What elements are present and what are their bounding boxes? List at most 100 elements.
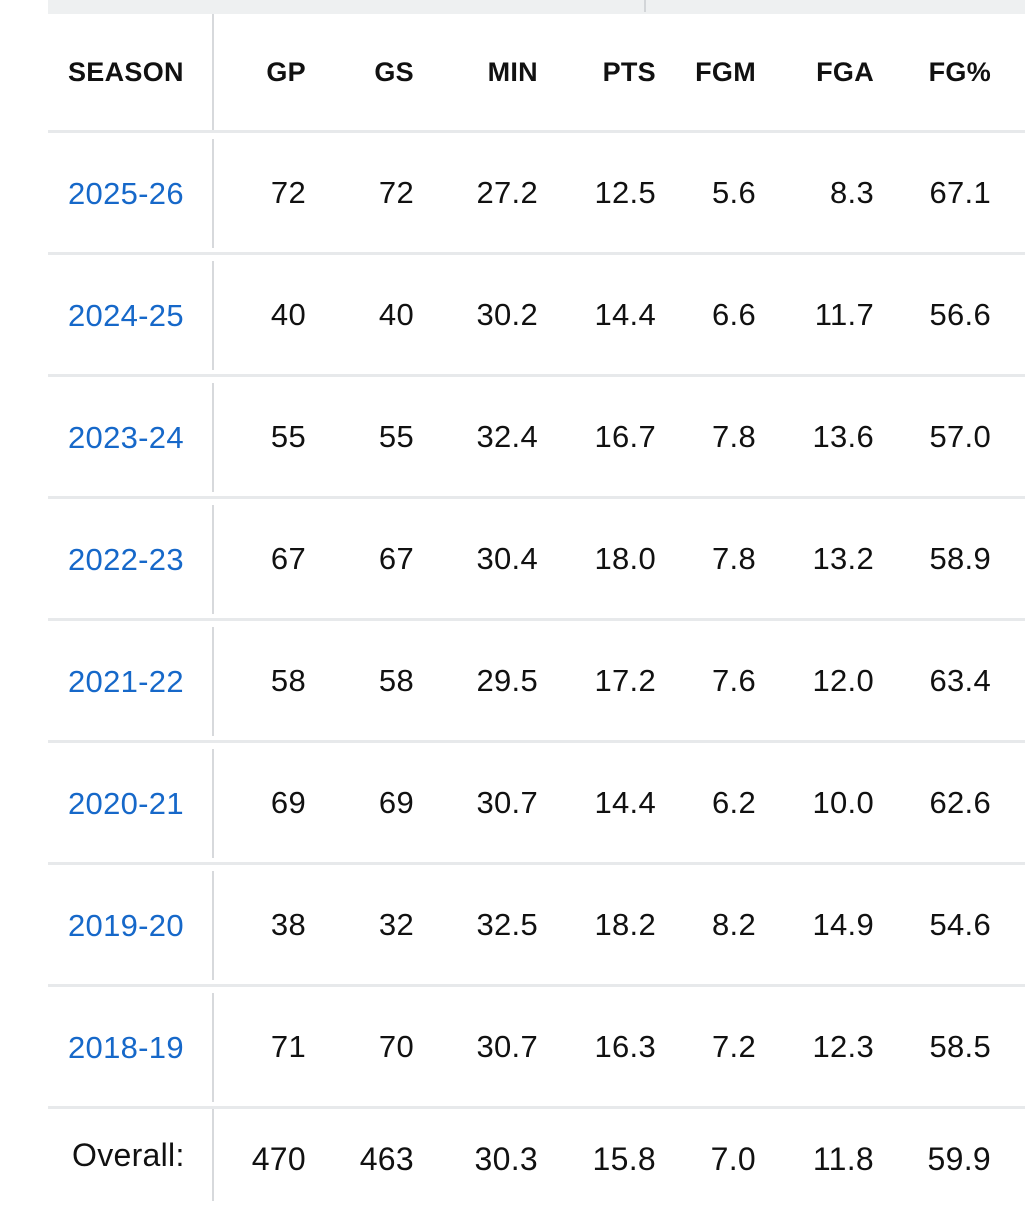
totals-label: Overall: <box>48 1109 214 1201</box>
stat-fga-cell: 13.6 <box>812 418 874 454</box>
stat-fgp-cell: 54.6 <box>929 906 991 942</box>
stat-fgm-cell: 7.8 <box>712 540 756 576</box>
stat-gp-cell: 55 <box>270 418 306 454</box>
stat-min-cell: 29.5 <box>476 662 538 698</box>
totals-pts: 15.8 <box>592 1140 656 1177</box>
stat-fgp-cell: 58.9 <box>929 540 991 576</box>
stat-pts-cell: 18.0 <box>594 540 656 576</box>
stat-fga-cell: 10.0 <box>812 784 874 820</box>
stat-gp-cell: 71 <box>270 1028 306 1064</box>
stat-fga-cell: 11.7 <box>814 296 874 332</box>
stat-fga-cell: 8.3 <box>830 174 874 210</box>
stat-pts-cell: 12.5 <box>594 174 656 210</box>
stat-min-cell: 30.2 <box>476 296 538 332</box>
stat-pts-cell: 14.4 <box>594 784 656 820</box>
season-link[interactable]: 2025-26 <box>68 175 184 211</box>
stat-fgm-cell: 6.6 <box>712 296 756 332</box>
stat-min-cell: 32.5 <box>476 906 538 942</box>
totals-min: 30.3 <box>474 1140 538 1177</box>
header-gs: GS <box>374 56 414 87</box>
stat-fga-cell: 12.0 <box>812 662 874 698</box>
header-pts: PTS <box>602 56 656 87</box>
header-fga: FGA <box>816 56 874 87</box>
stat-gs-cell: 70 <box>378 1028 414 1064</box>
header-season: SEASON <box>48 14 214 130</box>
totals-gs: 463 <box>359 1140 414 1177</box>
totals-gp: 470 <box>251 1140 306 1177</box>
stat-pts-cell: 14.4 <box>594 296 656 332</box>
stat-fgp-cell: 67.1 <box>929 174 991 210</box>
table-row: 2018-19 71 70 30.7 16.3 7.2 12.3 58.5 <box>48 987 1025 1109</box>
stat-min-cell: 27.2 <box>476 174 538 210</box>
totals-fgm: 7.0 <box>710 1140 756 1177</box>
stat-gp-cell: 69 <box>270 784 306 820</box>
stat-gp-cell: 67 <box>270 540 306 576</box>
season-cell: 2018-19 <box>48 993 214 1102</box>
stat-fga-cell: 13.2 <box>812 540 874 576</box>
stat-min-cell: 30.7 <box>476 1028 538 1064</box>
stat-gs-cell: 58 <box>378 662 414 698</box>
table-row: 2019-20 38 32 32.5 18.2 8.2 14.9 54.6 <box>48 865 1025 987</box>
stat-min-cell: 30.4 <box>476 540 538 576</box>
header-gp: GP <box>266 56 306 87</box>
header-min: MIN <box>487 56 538 87</box>
header-fgm: FGM <box>695 56 756 87</box>
stat-gs-cell: 69 <box>378 784 414 820</box>
stat-fgm-cell: 7.8 <box>712 418 756 454</box>
season-link[interactable]: 2023-24 <box>68 419 184 455</box>
stat-gp-cell: 72 <box>270 174 306 210</box>
stat-gs-cell: 55 <box>378 418 414 454</box>
season-cell: 2024-25 <box>48 261 214 370</box>
season-link[interactable]: 2018-19 <box>68 1029 184 1065</box>
stat-gp-cell: 38 <box>270 906 306 942</box>
season-link[interactable]: 2019-20 <box>68 907 184 943</box>
season-cell: 2020-21 <box>48 749 214 858</box>
stat-fga-cell: 14.9 <box>812 906 874 942</box>
table-row: 2021-22 58 58 29.5 17.2 7.6 12.0 63.4 <box>48 621 1025 743</box>
season-stats-table: SEASON GP GS MIN PTS FGM FGA FG% 2025-26… <box>48 14 1025 1209</box>
totals-fga: 11.8 <box>812 1140 874 1177</box>
stat-fgm-cell: 6.2 <box>712 784 756 820</box>
stat-fgm-cell: 7.6 <box>712 662 756 698</box>
stat-fgm-cell: 7.2 <box>712 1028 756 1064</box>
season-link[interactable]: 2020-21 <box>68 785 184 821</box>
stat-fgm-cell: 8.2 <box>712 906 756 942</box>
season-link[interactable]: 2022-23 <box>68 541 184 577</box>
stat-min-cell: 32.4 <box>476 418 538 454</box>
stat-gs-cell: 67 <box>378 540 414 576</box>
stat-fgp-cell: 62.6 <box>929 784 991 820</box>
top-tab-bar <box>48 0 1025 14</box>
stat-gs-cell: 40 <box>378 296 414 332</box>
stat-pts-cell: 16.3 <box>594 1028 656 1064</box>
header-fg-pct: FG% <box>928 56 991 87</box>
totals-fg-pct: 59.9 <box>927 1140 991 1177</box>
stat-pts-cell: 17.2 <box>594 662 656 698</box>
season-cell: 2021-22 <box>48 627 214 736</box>
stat-pts-cell: 16.7 <box>594 418 656 454</box>
table-row: 2024-25 40 40 30.2 14.4 6.6 11.7 56.6 <box>48 255 1025 377</box>
stat-gp-cell: 40 <box>270 296 306 332</box>
stat-gp-cell: 58 <box>270 662 306 698</box>
stat-min-cell: 30.7 <box>476 784 538 820</box>
stat-gs-cell: 32 <box>378 906 414 942</box>
table-row: 2020-21 69 69 30.7 14.4 6.2 10.0 62.6 <box>48 743 1025 865</box>
table-row: 2023-24 55 55 32.4 16.7 7.8 13.6 57.0 <box>48 377 1025 499</box>
stat-fgp-cell: 56.6 <box>929 296 991 332</box>
season-link[interactable]: 2024-25 <box>68 297 184 333</box>
stat-fga-cell: 12.3 <box>812 1028 874 1064</box>
table-totals-row: Overall: 470 463 30.3 15.8 7.0 11.8 59.9 <box>48 1109 1025 1209</box>
table-header-row: SEASON GP GS MIN PTS FGM FGA FG% <box>48 14 1025 133</box>
season-link[interactable]: 2021-22 <box>68 663 184 699</box>
table-row: 2025-26 72 72 27.2 12.5 5.6 8.3 67.1 <box>48 133 1025 255</box>
stat-fgm-cell: 5.6 <box>712 174 756 210</box>
season-cell: 2019-20 <box>48 871 214 980</box>
tab-divider <box>644 0 646 12</box>
stat-pts-cell: 18.2 <box>594 906 656 942</box>
stat-fgp-cell: 57.0 <box>929 418 991 454</box>
stat-fgp-cell: 58.5 <box>929 1028 991 1064</box>
stat-gs-cell: 72 <box>378 174 414 210</box>
table-row: 2022-23 67 67 30.4 18.0 7.8 13.2 58.9 <box>48 499 1025 621</box>
season-cell: 2022-23 <box>48 505 214 614</box>
stat-fgp-cell: 63.4 <box>929 662 991 698</box>
season-cell: 2025-26 <box>48 139 214 248</box>
